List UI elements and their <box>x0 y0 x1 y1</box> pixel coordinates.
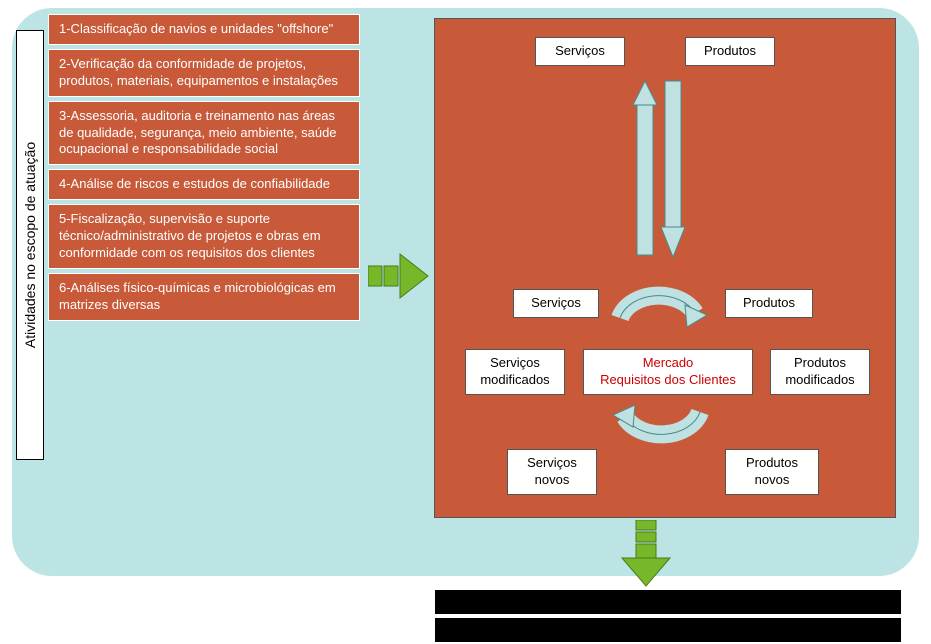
arrow-right-icon <box>368 248 432 308</box>
box-top-servicos: Serviços <box>535 37 625 66</box>
box-mid-servicos: Serviços <box>513 289 599 318</box>
box-prod-novos: Produtos novos <box>725 449 819 495</box>
bottom-bars <box>435 590 901 642</box>
right-panel: Serviços Produtos Serviços Produtos Merc… <box>434 18 896 518</box>
curved-arrow-top-icon <box>605 273 715 333</box>
activities-list: 1-Classificação de navios e unidades "of… <box>48 14 360 321</box>
center-line2: Requisitos dos Clientes <box>600 372 736 387</box>
activity-item: 3-Assessoria, auditoria e treinamento na… <box>48 101 360 166</box>
bottom-bar <box>435 590 901 614</box>
sidebar-label: Atividades no escopo de atuação <box>16 30 44 460</box>
curved-arrow-bottom-icon <box>605 397 715 457</box>
double-vertical-arrow-icon <box>615 75 695 265</box>
activity-item: 2-Verificação da conformidade de projeto… <box>48 49 360 97</box>
activity-item: 4-Análise de riscos e estudos de confiab… <box>48 169 360 200</box>
box-serv-novos: Serviços novos <box>507 449 597 495</box>
activity-item: 1-Classificação de navios e unidades "of… <box>48 14 360 45</box>
activity-item: 5-Fiscalização, supervisão e suporte téc… <box>48 204 360 269</box>
arrow-down-icon <box>616 520 676 592</box>
center-line1: Mercado <box>643 355 694 370</box>
center-box: Mercado Requisitos dos Clientes <box>583 349 753 395</box>
sidebar-label-text: Atividades no escopo de atuação <box>22 142 38 348</box>
box-top-produtos: Produtos <box>685 37 775 66</box>
box-serv-mod: Serviços modificados <box>465 349 565 395</box>
bottom-bar <box>435 618 901 642</box>
box-prod-mod: Produtos modificados <box>770 349 870 395</box>
box-mid-produtos: Produtos <box>725 289 813 318</box>
activity-item: 6-Análises físico-químicas e microbiológ… <box>48 273 360 321</box>
